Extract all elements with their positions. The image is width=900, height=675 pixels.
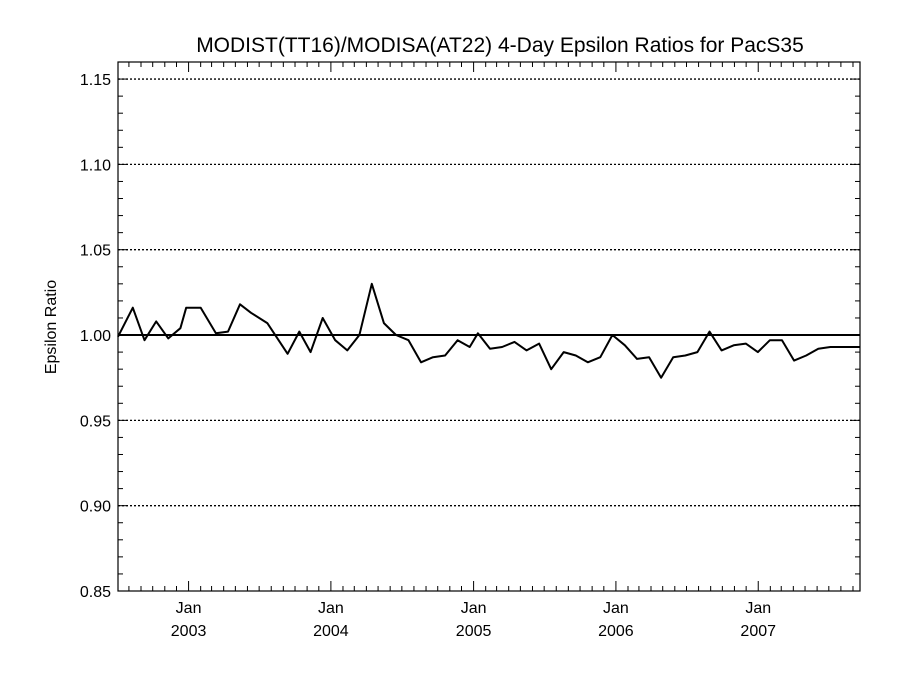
- x-tick-label-month: Jan: [318, 600, 344, 617]
- x-tick-label-year: 2005: [456, 623, 492, 640]
- grid: [118, 78, 860, 507]
- y-tick-label: 1.05: [80, 243, 111, 260]
- series-line-group: [117, 282, 860, 379]
- y-tick-label: 1.00: [80, 328, 111, 345]
- x-tick-label-month: Jan: [603, 600, 629, 617]
- x-tick-label-year: 2003: [171, 623, 207, 640]
- plot-frame: [117, 61, 861, 592]
- x-tick-label-year: 2004: [313, 623, 349, 640]
- y-tick-label: 0.90: [80, 499, 111, 516]
- y-axis-label: Epsilon Ratio: [43, 280, 60, 374]
- chart-title: MODIST(TT16)/MODISA(AT22) 4-Day Epsilon …: [196, 34, 804, 57]
- y-ticks: 0.85 0.90 0.95 1.00 1.05 1.10 1.15: [80, 72, 860, 601]
- y-tick-label: 0.95: [80, 413, 111, 430]
- x-tick-label-month: Jan: [745, 600, 771, 617]
- plot-frame-group: [117, 61, 861, 592]
- x-tick-label-year: 2006: [598, 623, 634, 640]
- y-tick-label: 1.15: [80, 72, 111, 89]
- x-tick-label-month: Jan: [461, 600, 487, 617]
- y-tick-label: 0.85: [80, 584, 111, 601]
- y-tick-label: 1.10: [80, 157, 111, 174]
- x-tick-label-month: Jan: [176, 600, 202, 617]
- series-line: [117, 282, 860, 379]
- x-ticks: Jan 2003 Jan 2004 Jan 2005 Jan 2006 Jan 2007: [128, 62, 854, 640]
- x-tick-label-year: 2007: [740, 623, 776, 640]
